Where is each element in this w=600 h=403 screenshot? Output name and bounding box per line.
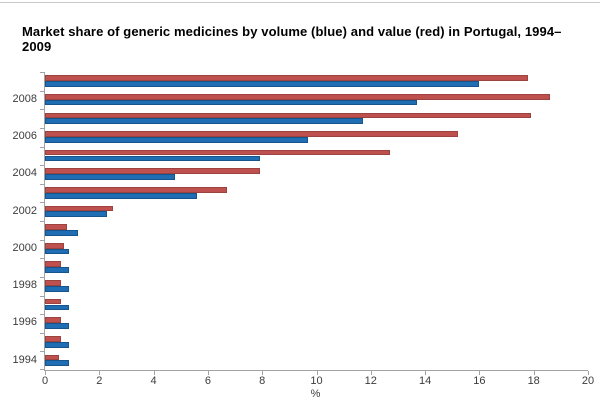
- x-axis-tick: [425, 371, 427, 375]
- y-axis-tick: [40, 314, 45, 316]
- x-tick-label-16: 16: [473, 375, 486, 387]
- bar-volume-1997: [45, 304, 70, 311]
- y-tick-label-1994: 1994: [12, 353, 37, 366]
- bar-volume-2005: [45, 155, 260, 162]
- bar-volume-2001: [45, 230, 78, 236]
- y-tick-label-2006: 2006: [12, 130, 37, 143]
- y-axis-tick: [40, 183, 45, 185]
- bar-volume-2004: [45, 174, 176, 180]
- bar-volume-1995: [45, 341, 70, 348]
- x-axis-label: %: [310, 388, 321, 400]
- bar-volume-2006: [45, 136, 309, 143]
- y-axis-tick: [40, 127, 45, 129]
- y-axis-tick: [40, 90, 45, 92]
- y-axis-tick: [40, 332, 45, 334]
- bar-value-2003: [45, 187, 227, 193]
- bar-value-1996: [45, 317, 62, 324]
- y-tick-label-1996: 1996: [12, 316, 37, 329]
- x-axis-tick: [262, 371, 264, 375]
- bar-value-2002: [45, 205, 113, 212]
- x-tick-label-0: 0: [41, 375, 49, 387]
- bar-value-1994: [45, 354, 59, 361]
- x-tick-label-10: 10: [310, 375, 323, 387]
- bar-volume-2003: [45, 192, 197, 199]
- bar-volume-1999: [45, 267, 70, 274]
- x-axis-tick: [370, 371, 372, 375]
- x-tick-label-2: 2: [96, 375, 103, 387]
- x-tick-label-14: 14: [418, 375, 432, 387]
- y-axis-tick: [40, 351, 45, 353]
- y-axis-tick: [40, 146, 45, 148]
- bar-value-2004: [45, 168, 260, 175]
- bar-volume-1996: [45, 323, 70, 329]
- bar-value-1997: [45, 298, 62, 305]
- window-top-border: [0, 2, 600, 3]
- bar-value-2006: [45, 131, 458, 137]
- y-axis-tick: [40, 109, 45, 111]
- bar-value-1995: [45, 335, 62, 342]
- y-tick-label-2000: 2000: [12, 241, 37, 254]
- bar-volume-2009: [45, 81, 480, 87]
- bar-volume-1998: [45, 285, 70, 292]
- bar-value-2009: [45, 75, 529, 81]
- bar-value-2001: [45, 224, 67, 230]
- y-axis-tick: [40, 276, 45, 278]
- y-axis-tick: [40, 72, 45, 73]
- y-axis-tick: [40, 239, 45, 241]
- chart-title: Market share of generic medicines by vol…: [22, 24, 562, 54]
- y-tick-label-1998: 1998: [12, 279, 37, 292]
- y-tick-label-2004: 2004: [12, 167, 37, 180]
- x-tick-label-6: 6: [204, 375, 211, 387]
- y-axis-tick: [40, 258, 45, 260]
- x-axis-tick: [479, 371, 481, 375]
- bar-volume-1994: [45, 360, 70, 367]
- x-axis-tick: [207, 371, 209, 375]
- y-tick-label-2008: 2008: [12, 92, 37, 105]
- x-axis-tick: [99, 371, 101, 375]
- y-tick-label-2002: 2002: [12, 204, 37, 217]
- y-axis-tick: [40, 369, 45, 370]
- bar-value-2008: [45, 93, 550, 100]
- bar-value-2007: [45, 112, 531, 119]
- bar-value-2005: [45, 149, 390, 156]
- y-axis-tick: [40, 202, 45, 204]
- bar-volume-2002: [45, 211, 108, 218]
- plot-area: 2008 2006 2004 2002 2000 1998 1996 1994 0 2 4 6 8 10 1…: [13, 72, 594, 387]
- bar-volume-2000: [45, 248, 70, 255]
- y-axis-tick: [40, 295, 45, 297]
- x-tick-label-20: 20: [581, 375, 595, 387]
- bar-value-1999: [45, 261, 62, 268]
- x-tick-label-4: 4: [150, 375, 157, 387]
- x-tick-label-18: 18: [527, 375, 540, 387]
- bar-value-1998: [45, 280, 62, 286]
- y-axis-tick: [40, 221, 45, 222]
- x-axis-tick: [316, 371, 318, 375]
- x-axis-tick: [533, 371, 535, 375]
- x-tick-label-12: 12: [364, 375, 377, 387]
- y-axis-tick: [40, 165, 45, 167]
- bar-volume-2007: [45, 118, 363, 125]
- x-axis-tick: [588, 371, 589, 375]
- x-axis-tick: [45, 371, 46, 375]
- x-tick-label-8: 8: [259, 375, 266, 387]
- bar-value-2000: [45, 242, 64, 249]
- bar-volume-2008: [45, 99, 417, 106]
- x-axis-tick: [153, 371, 155, 375]
